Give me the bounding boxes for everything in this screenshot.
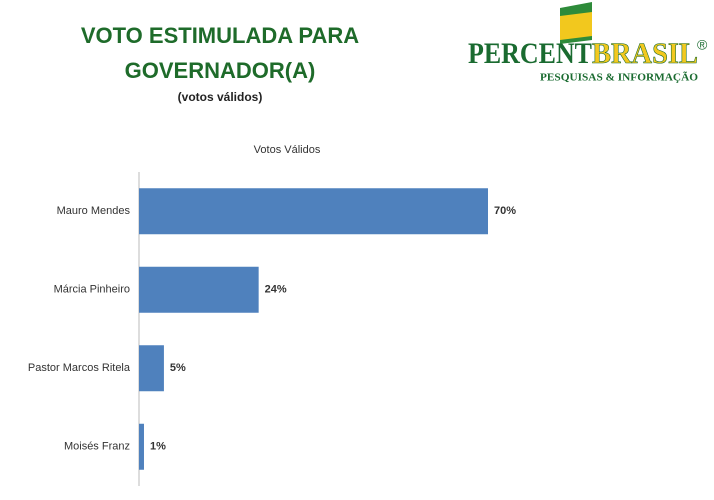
chart-subtitle: (votos válidos) <box>177 90 263 104</box>
chart-title: VOTO ESTIMULADA PARA GOVERNADOR(A) <box>80 23 360 83</box>
bar <box>139 188 488 235</box>
logo: PERCENT BRASIL ® PESQUISAS & INFORMAÇÃO <box>468 2 708 84</box>
bar <box>139 345 164 392</box>
logo-flag-yellow <box>560 12 592 40</box>
plot-title: Votos Válidos <box>254 144 321 156</box>
y-tick-label: Pastor Marcos Ritela <box>28 362 131 374</box>
value-label: 70% <box>494 205 516 217</box>
value-label: 24% <box>265 284 287 296</box>
y-tick-label: Márcia Pinheiro <box>54 284 130 296</box>
y-tick-label: Mauro Mendes <box>57 205 131 217</box>
value-label: 1% <box>150 441 166 453</box>
logo-registered: ® <box>697 37 708 53</box>
logo-name-2: BRASIL <box>592 37 698 70</box>
logo-name-1: PERCENT <box>468 37 592 70</box>
logo-tagline: PESQUISAS & INFORMAÇÃO <box>540 72 698 84</box>
bar <box>139 266 259 313</box>
bar <box>139 423 144 470</box>
y-tick-label: Moisés Franz <box>64 441 130 453</box>
value-label: 5% <box>170 362 186 374</box>
